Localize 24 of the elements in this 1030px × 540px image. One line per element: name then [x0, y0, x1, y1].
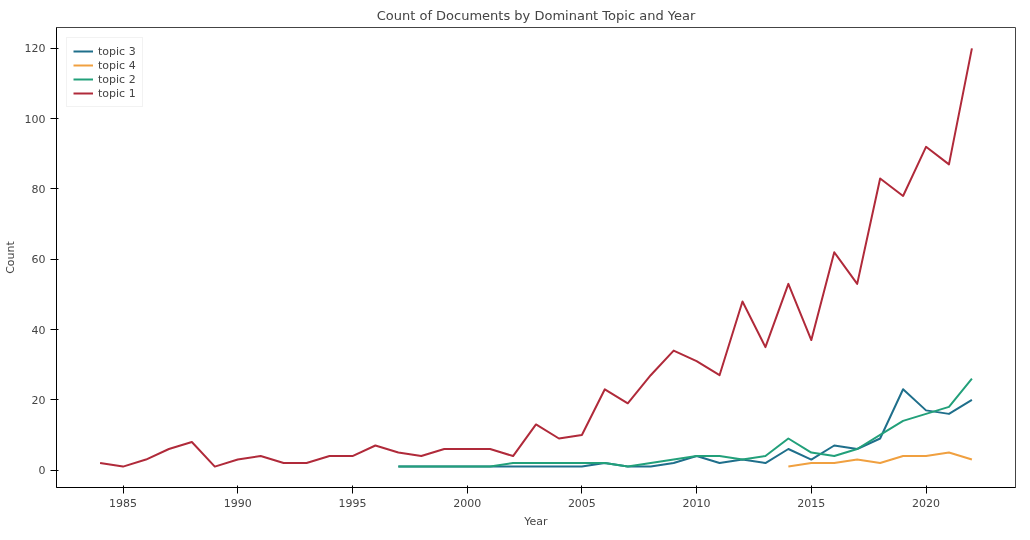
legend-label: topic 4: [98, 58, 136, 72]
chart-title: Count of Documents by Dominant Topic and Year: [376, 7, 696, 23]
x-tick-label: 2005: [567, 496, 596, 510]
x-tick-label: 2015: [797, 496, 826, 510]
y-axis-title: Count: [3, 240, 17, 274]
x-tick-label: 2000: [453, 496, 482, 510]
x-tick-label: 1990: [223, 496, 252, 510]
x-tick-label: 1995: [338, 496, 367, 510]
y-tick-label: 20: [31, 393, 46, 407]
legend-label: topic 1: [98, 86, 136, 100]
line-series: [787, 451, 973, 468]
legend-label: topic 3: [98, 44, 136, 58]
x-tick-label: 2010: [682, 496, 711, 510]
x-tick-label: 1985: [109, 496, 138, 510]
y-tick-label: 40: [31, 323, 46, 337]
x-axis-title: Year: [523, 514, 549, 528]
x-tick-label: 2020: [912, 496, 941, 510]
line-series: [99, 47, 973, 468]
y-tick-label: 80: [31, 182, 46, 196]
y-tick-label: 0: [38, 464, 46, 478]
y-tick-label: 60: [31, 253, 46, 267]
y-tick-label: 120: [24, 42, 46, 56]
y-tick-label: 100: [24, 112, 46, 126]
legend-label: topic 2: [98, 72, 136, 86]
